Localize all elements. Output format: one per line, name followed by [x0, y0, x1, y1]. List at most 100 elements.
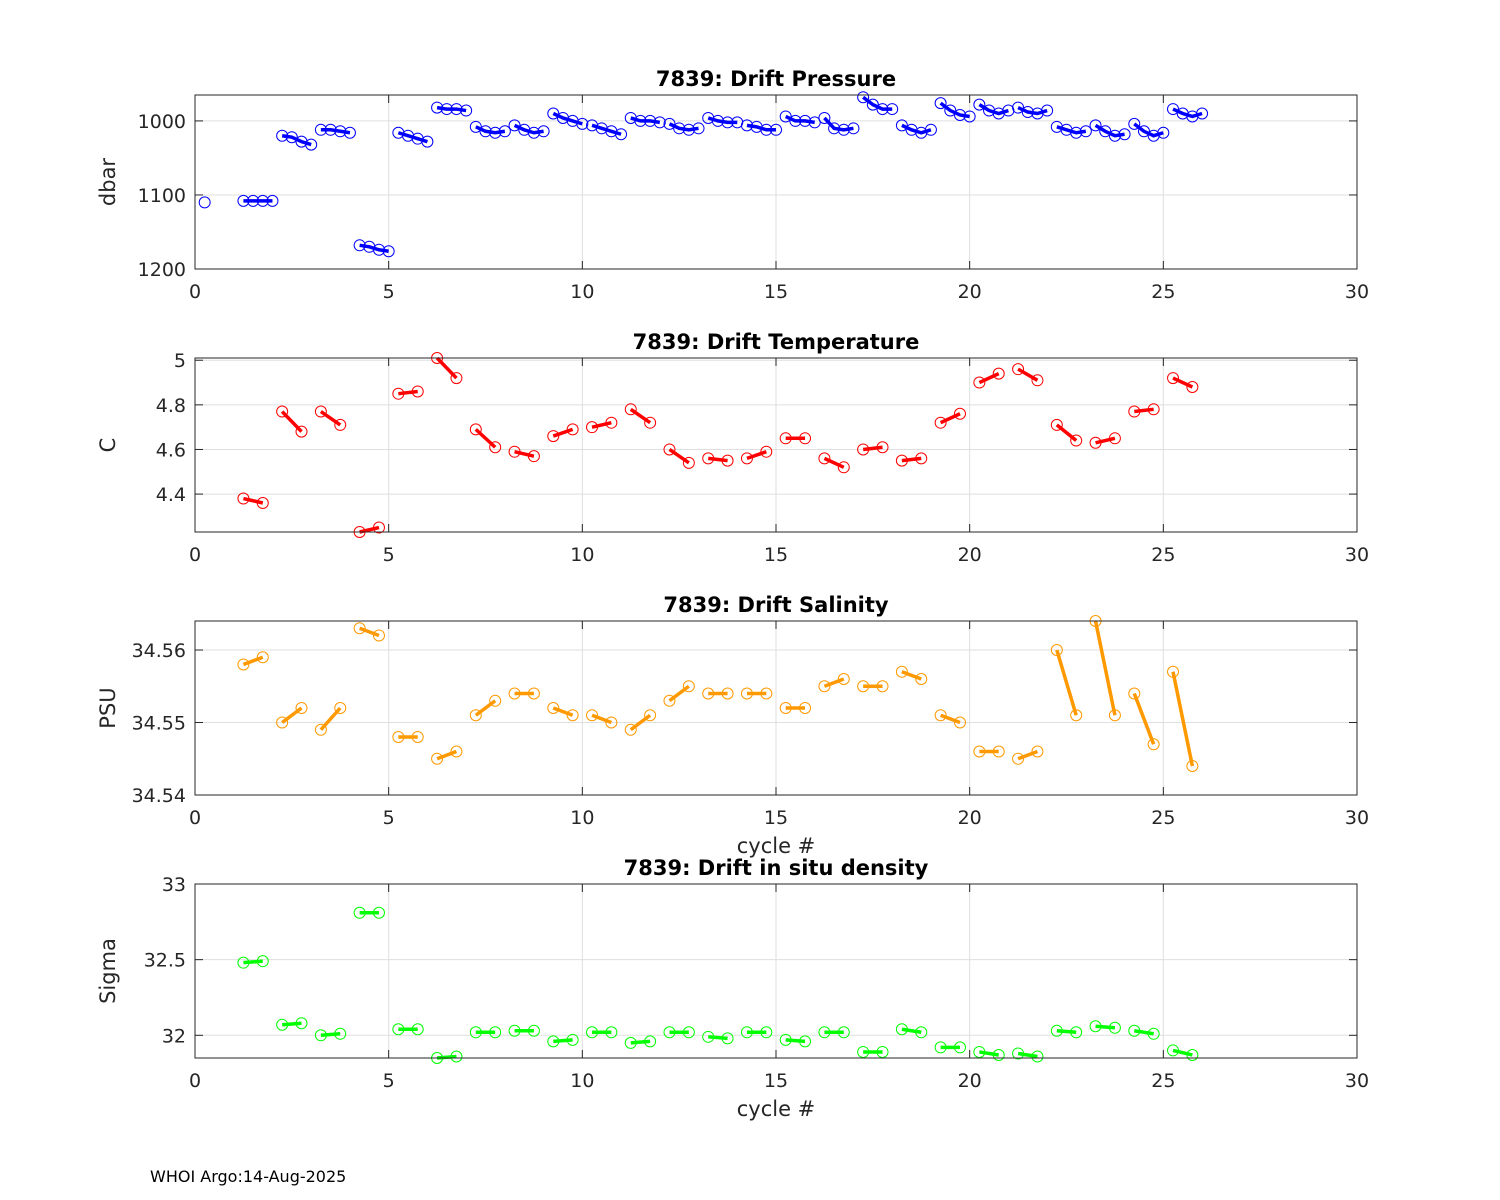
data-point: [992, 367, 1005, 380]
data-point: [770, 123, 782, 136]
data-point: [247, 194, 260, 207]
data-point: [605, 1026, 618, 1039]
x-tick-label: 25: [1151, 544, 1175, 566]
data-point: [1021, 106, 1034, 119]
data-point: [1118, 128, 1131, 141]
series-line: [474, 699, 497, 717]
data-point: [760, 445, 773, 458]
data-point: [953, 1041, 966, 1054]
y-tick-label: 34.54: [132, 785, 186, 807]
y-tick-label: 4.8: [156, 395, 186, 417]
data-point: [1070, 126, 1083, 139]
data-point: [1186, 1048, 1199, 1061]
x-tick-label: 0: [189, 281, 201, 303]
data-point: [682, 456, 695, 469]
series-line: [823, 116, 854, 132]
y-tick-label: 5: [174, 350, 186, 372]
series-line: [436, 749, 458, 761]
y-axis-label: PSU: [96, 687, 120, 728]
data-point: [237, 658, 250, 671]
data-point: [857, 1045, 870, 1058]
data-point: [605, 416, 618, 429]
data-point: [857, 91, 870, 104]
data-point: [702, 687, 715, 700]
data-point: [828, 122, 841, 135]
data-point: [837, 1026, 850, 1039]
data-point: [973, 376, 986, 389]
data-point: [644, 709, 657, 722]
data-point: [895, 454, 908, 467]
data-point: [566, 709, 579, 722]
x-tick-label: 30: [1345, 281, 1369, 303]
x-tick-label: 20: [958, 544, 982, 566]
data-point: [760, 1026, 773, 1039]
data-point: [934, 709, 947, 722]
data-point: [953, 407, 966, 420]
series-line: [319, 410, 342, 427]
data-point: [1079, 125, 1092, 138]
data-point: [663, 117, 676, 130]
data-point: [1157, 126, 1170, 139]
data-point: [1031, 374, 1044, 387]
series-line: [1171, 671, 1195, 767]
data-point: [682, 680, 695, 693]
x-tick-label: 20: [958, 1070, 982, 1092]
data-point: [644, 416, 657, 429]
data-point: [779, 1033, 792, 1046]
data-point: [314, 1029, 327, 1042]
series-line: [242, 655, 264, 667]
series-line: [1017, 1051, 1038, 1059]
data-point: [1108, 432, 1121, 445]
series-line: [359, 626, 380, 638]
x-tick-label: 25: [1151, 281, 1175, 303]
series-line: [320, 128, 351, 135]
x-tick-label: 20: [958, 281, 982, 303]
x-tick-label: 30: [1345, 807, 1369, 829]
data-point: [547, 430, 560, 443]
data-point: [1147, 738, 1160, 751]
data-point: [586, 1026, 599, 1039]
data-point: [547, 702, 560, 714]
data-point: [276, 129, 289, 142]
data-point: [334, 702, 347, 714]
x-tick-label: 15: [764, 1070, 788, 1092]
data-point: [837, 123, 850, 136]
series-line: [1134, 407, 1154, 414]
data-point: [508, 445, 521, 458]
data-point: [799, 432, 812, 445]
data-point: [711, 114, 724, 127]
data-point: [692, 122, 705, 135]
data-point: [1167, 665, 1180, 678]
data-point: [237, 956, 250, 969]
data-point: [392, 387, 405, 400]
data-point: [1147, 403, 1160, 416]
chart-title: 7839: Drift Temperature: [633, 330, 920, 354]
data-point: [469, 120, 482, 133]
data-point: [450, 103, 463, 116]
data-point: [372, 521, 385, 534]
series-line: [823, 677, 845, 688]
chart-title: 7839: Drift Pressure: [656, 67, 896, 91]
data-point: [1147, 1027, 1160, 1040]
data-point: [1167, 1044, 1180, 1057]
x-axis-label: cycle #: [737, 834, 816, 858]
data-point: [934, 1041, 947, 1054]
x-tick-label: 25: [1151, 807, 1175, 829]
series-line: [862, 445, 883, 452]
data-point: [295, 702, 308, 714]
data-point: [431, 752, 444, 765]
data-point: [527, 687, 540, 700]
x-tick-label: 30: [1345, 1070, 1369, 1092]
series-line: [1095, 1024, 1116, 1030]
data-point: [653, 116, 666, 129]
data-point: [944, 104, 957, 117]
x-tick-label: 10: [570, 281, 594, 303]
data-point: [1050, 1024, 1063, 1037]
data-point: [1012, 363, 1025, 376]
data-point: [537, 125, 550, 138]
data-point: [760, 123, 773, 136]
data-point: [1070, 1026, 1083, 1039]
x-tick-label: 5: [383, 807, 395, 829]
data-point: [314, 123, 327, 136]
